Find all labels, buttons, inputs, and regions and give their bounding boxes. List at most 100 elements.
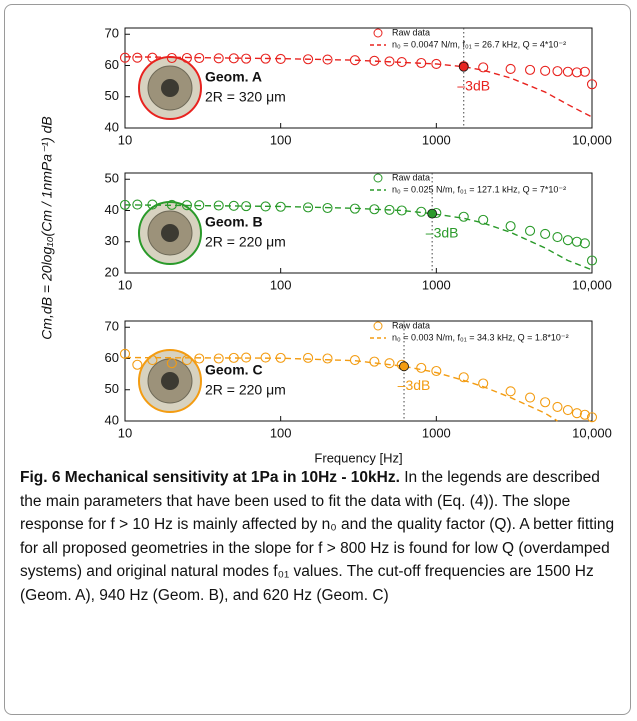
data-point <box>369 356 380 367</box>
x-tick-label: 100 <box>270 277 292 292</box>
data-point <box>579 409 590 420</box>
data-point <box>540 228 551 239</box>
cutoff-marker <box>458 61 469 72</box>
data-point <box>525 64 536 75</box>
data-point <box>132 52 143 63</box>
inset-icon <box>161 224 179 242</box>
data-point <box>540 397 551 408</box>
data-point <box>181 52 192 64</box>
legend-label: Raw data <box>392 320 430 330</box>
data-point <box>552 66 563 77</box>
x-tick-label: 10,000 <box>572 277 612 292</box>
cutoff-label: –3dB <box>457 77 490 93</box>
y-tick-label: 50 <box>105 171 119 186</box>
y-tick-label: 40 <box>105 119 119 134</box>
y-tick-label: 50 <box>105 381 119 396</box>
geometry-label: Geom. C <box>205 362 263 378</box>
data-point <box>586 412 598 423</box>
data-point <box>384 358 395 369</box>
legend-marker <box>373 173 383 183</box>
data-point <box>147 355 158 366</box>
x-tick-label: 10 <box>118 132 132 147</box>
y-tick-label: 30 <box>105 233 119 248</box>
cutoff-label: –3dB <box>426 224 459 240</box>
data-point <box>540 65 551 76</box>
data-point <box>571 67 582 78</box>
data-point <box>322 54 333 65</box>
data-point <box>579 238 590 249</box>
data-point <box>349 355 360 366</box>
fit-line <box>124 204 593 271</box>
figure-frame <box>4 4 631 715</box>
data-point <box>166 358 177 369</box>
diameter-label: 2R = 220 μm <box>205 234 286 250</box>
x-tick-label: 1000 <box>422 132 451 147</box>
data-point <box>478 214 489 225</box>
data-point <box>132 199 143 210</box>
x-tick-label: 1000 <box>422 425 451 440</box>
plot-frame <box>124 172 593 274</box>
data-point <box>458 372 469 383</box>
y-tick-label: 60 <box>105 57 119 72</box>
x-axis-label: Frequency [Hz] <box>314 450 402 465</box>
inset-icon <box>161 79 179 97</box>
data-point <box>586 255 598 266</box>
data-point <box>525 392 536 403</box>
charts: Cm,dB = 20log₁₀(Cm / 1nmPa⁻¹) dB 40 50 60 7… <box>39 26 612 466</box>
caption-text: In the legends are described the main pa… <box>20 469 615 604</box>
data-point <box>562 405 573 416</box>
data-point <box>552 401 563 412</box>
data-point <box>194 353 205 364</box>
y-tick-label: 70 <box>105 319 119 334</box>
data-point <box>458 211 469 222</box>
data-point <box>478 378 489 389</box>
data-point <box>525 225 536 236</box>
data-point <box>181 355 192 366</box>
data-point <box>119 52 131 63</box>
y-tick-label: 60 <box>105 350 119 365</box>
data-point <box>505 63 516 74</box>
x-tick-label: 100 <box>270 425 292 440</box>
data-point <box>322 202 333 214</box>
data-point <box>478 62 489 73</box>
data-point <box>303 352 314 363</box>
inset-icon <box>161 372 179 390</box>
data-point <box>571 408 582 419</box>
data-point <box>303 54 314 65</box>
x-tick-label: 10 <box>118 425 132 440</box>
y-tick-label: 70 <box>105 26 119 41</box>
x-tick-label: 10,000 <box>572 425 612 440</box>
legend-label: n₀ = 0.003 N/m, f₀₁ = 34.3 kHz, Q = 1.8*… <box>392 332 569 342</box>
cutoff-label: –3dB <box>398 377 431 393</box>
data-point <box>416 362 427 373</box>
legend-label: n₀ = 0.025 N/m, f₀₁ = 127.1 kHz, Q = 7*1… <box>392 184 566 194</box>
legend-marker <box>373 28 383 38</box>
data-point <box>552 232 563 243</box>
data-point <box>562 235 573 246</box>
fit-line <box>124 356 558 422</box>
data-point <box>562 66 573 77</box>
fit-line <box>124 56 593 118</box>
legend-label: Raw data <box>392 27 430 37</box>
diameter-label: 2R = 320 μm <box>205 89 286 105</box>
geometry-label: Geom. B <box>205 214 263 230</box>
plot-frame <box>124 27 593 129</box>
data-point <box>132 359 143 370</box>
y-axis-label: Cm,dB = 20log₁₀(Cm / 1nmPa⁻¹) dB <box>39 116 55 340</box>
data-point <box>505 221 516 232</box>
legend-label: Raw data <box>392 172 430 182</box>
data-point <box>213 353 224 364</box>
data-point <box>303 202 314 213</box>
diameter-label: 2R = 220 μm <box>205 382 286 398</box>
data-point <box>213 200 224 211</box>
caption-title: Fig. 6 Mechanical sensitivity at 1Pa in … <box>20 469 400 486</box>
y-tick-label: 50 <box>105 88 119 103</box>
data-point <box>431 365 442 377</box>
cutoff-marker <box>427 208 438 219</box>
data-point <box>579 66 590 77</box>
data-point <box>194 52 205 64</box>
data-point <box>505 386 516 397</box>
data-point <box>586 79 598 90</box>
data-point <box>194 200 205 211</box>
data-point <box>322 353 333 364</box>
